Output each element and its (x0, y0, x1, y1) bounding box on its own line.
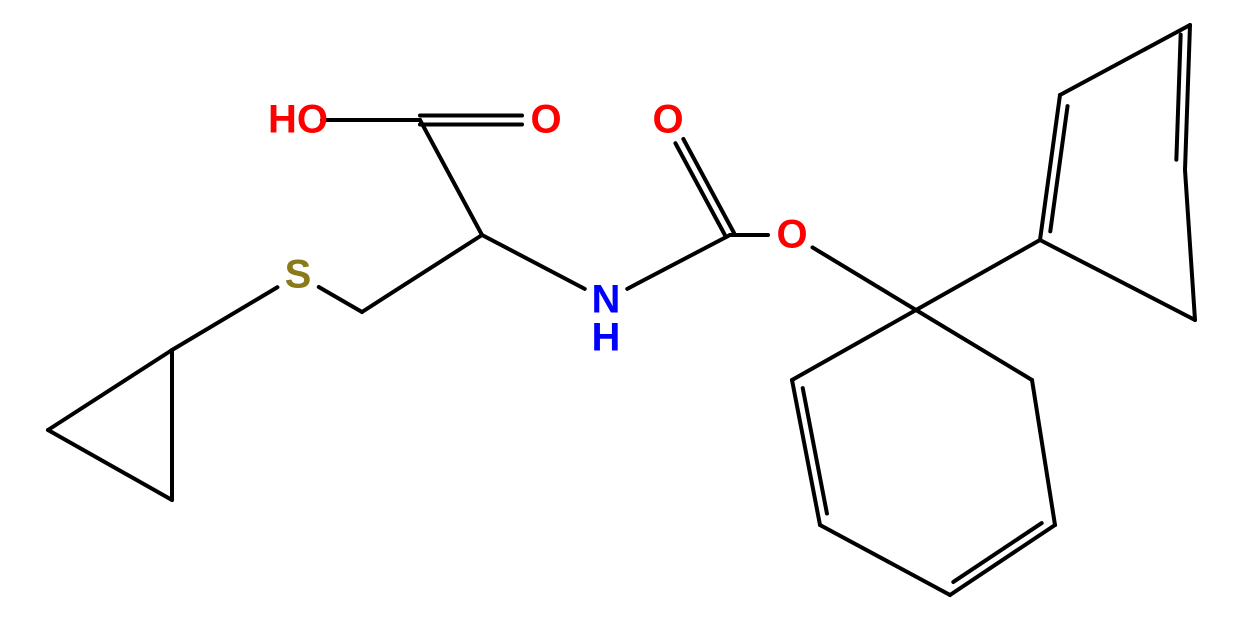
molecule-diagram: SHOOOONH (0, 0, 1233, 635)
atom-O1: O (530, 98, 561, 143)
atom-O2: O (652, 98, 683, 143)
atom-O3: O (776, 213, 807, 258)
atom-OH: HO (268, 98, 328, 143)
atom-N-h: H (592, 316, 621, 361)
atom-S: S (285, 253, 312, 298)
